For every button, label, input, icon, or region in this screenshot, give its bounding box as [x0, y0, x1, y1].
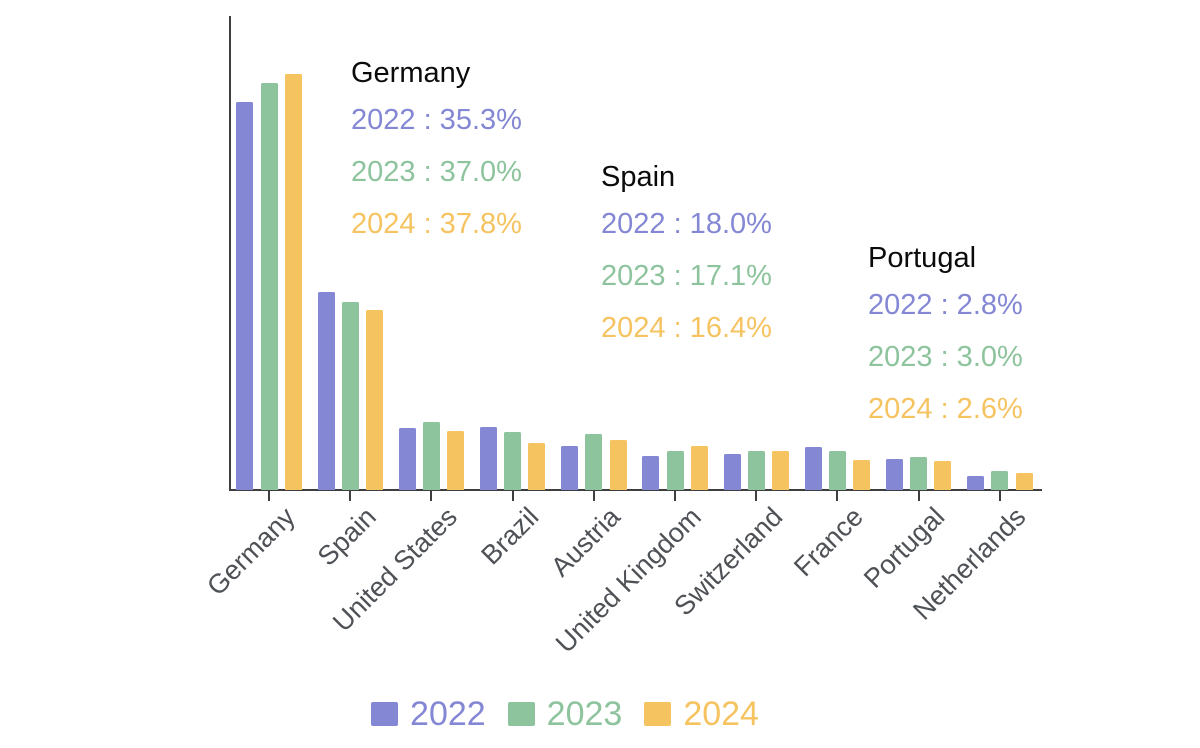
bar-2024-brazil [528, 443, 546, 490]
bar-2022-portugal [885, 459, 903, 490]
x-tick-label-france: France [788, 501, 870, 583]
annotation-title: Portugal [868, 242, 977, 274]
bar-2023-portugal [910, 457, 928, 490]
legend-swatch-2023 [507, 702, 535, 726]
bar-2022-france [804, 447, 822, 490]
bar-2024-portugal [934, 461, 952, 490]
bar-2022-united-kingdom [642, 456, 660, 490]
bar-2024-united-kingdom [690, 446, 708, 490]
annotation-portugal: Portugal 2022 : 2.8% 2023 : 3.0% 2024 : … [868, 242, 1023, 445]
annotation-title: Germany [351, 57, 471, 89]
bar-2023-france [828, 451, 846, 490]
bar-2023-netherlands [991, 471, 1009, 490]
annotation-line-2023: 2023 : 17.1% [601, 260, 772, 292]
bar-2022-netherlands [967, 476, 985, 490]
bar-2023-united-kingdom [666, 451, 684, 490]
annotation-line-2024: 2024 : 16.4% [601, 312, 772, 344]
bar-2022-spain [317, 292, 335, 490]
legend-label-2023: 2023 [546, 695, 623, 733]
legend-item-2022: 2022 [371, 697, 486, 731]
legend-item-2024: 2024 [644, 697, 759, 731]
legend-label-2022: 2022 [410, 695, 486, 733]
x-axis-tick-netherlands [998, 491, 1001, 501]
bar-2024-united-states [447, 431, 465, 490]
x-tick-label-spain: Spain [311, 501, 383, 572]
x-tick-label-germany: Germany [201, 501, 301, 602]
annotation-title: Spain [601, 161, 676, 193]
bar-2024-switzerland [771, 451, 789, 490]
x-axis-tick-switzerland [755, 491, 758, 501]
x-tick-label-austria: Austria [544, 501, 626, 583]
annotation-line-2022: 2022 : 2.8% [868, 289, 1023, 321]
x-axis-tick-brazil [511, 491, 514, 501]
bar-2022-austria [561, 446, 579, 490]
bar-2024-austria [609, 440, 627, 490]
annotation-spain: Spain 2022 : 18.0% 2023 : 17.1% 2024 : 1… [601, 161, 772, 364]
annotation-line-2023: 2023 : 3.0% [868, 341, 1023, 373]
annotation-line-2022: 2022 : 35.3% [351, 104, 522, 136]
bar-2023-united-states [422, 422, 440, 490]
y-axis [229, 16, 231, 490]
bar-2024-netherlands [1015, 473, 1033, 490]
bar-2022-united-states [398, 428, 416, 490]
x-axis-tick-united-states [430, 491, 433, 501]
x-axis-tick-france [836, 491, 839, 501]
legend-item-2023: 2023 [507, 695, 623, 733]
bar-2022-switzerland [723, 454, 741, 490]
bar-2022-germany [236, 102, 254, 490]
bar-2023-germany [260, 83, 278, 490]
bar-2023-brazil [504, 432, 522, 490]
annotation-line-2022: 2022 : 18.0% [601, 208, 772, 240]
annotation-line-2024: 2024 : 2.6% [868, 393, 1023, 425]
annotation-germany: Germany 2022 : 35.3% 2023 : 37.0% 2024 :… [351, 57, 522, 260]
bar-2024-spain [365, 310, 383, 490]
x-axis-tick-spain [349, 491, 352, 501]
x-tick-label-united-kingdom: United Kingdom [549, 501, 707, 659]
bar-2023-switzerland [747, 451, 765, 490]
legend-swatch-2024 [644, 702, 672, 726]
legend-swatch-2022 [371, 702, 399, 726]
legend-label-2024: 2024 [683, 695, 759, 733]
bar-2023-austria [585, 434, 603, 490]
x-axis [229, 489, 1042, 491]
x-axis-tick-germany [268, 491, 270, 501]
bar-2022-brazil [479, 427, 497, 490]
legend: 2022 2023 2024 [0, 697, 1130, 731]
bar-2024-germany [284, 74, 302, 490]
x-axis-tick-austria [592, 491, 595, 501]
bar-2023-spain [341, 302, 359, 490]
annotation-line-2024: 2024 : 37.8% [351, 208, 522, 240]
x-axis-tick-portugal [917, 491, 920, 501]
bar-2024-france [853, 460, 871, 490]
x-axis-tick-united-kingdom [674, 491, 676, 501]
annotation-line-2023: 2023 : 37.0% [351, 156, 522, 188]
x-tick-label-brazil: Brazil [475, 501, 545, 571]
